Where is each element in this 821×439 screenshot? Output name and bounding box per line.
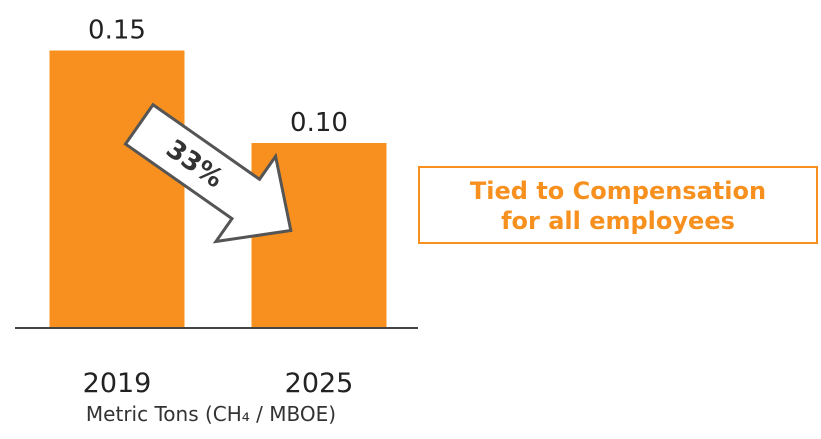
compensation-callout: Tied to Compensation for all employees xyxy=(418,166,818,244)
x-axis-title: Metric Tons (CH₄ / MBOE) xyxy=(86,402,336,426)
tick-labels-group: 2019 2025 xyxy=(83,368,354,399)
value-label-2025: 0.10 xyxy=(290,108,348,138)
tick-label-2019: 2019 xyxy=(83,368,152,399)
callout-line-1: Tied to Compensation xyxy=(469,177,767,205)
value-label-2019: 0.15 xyxy=(88,16,146,46)
tick-label-2025: 2025 xyxy=(285,368,354,399)
bar-2019 xyxy=(49,50,185,328)
value-labels-group: 0.15 0.10 xyxy=(88,16,348,139)
callout-line-2: for all employees xyxy=(501,207,735,235)
arrow-shape xyxy=(123,102,293,244)
